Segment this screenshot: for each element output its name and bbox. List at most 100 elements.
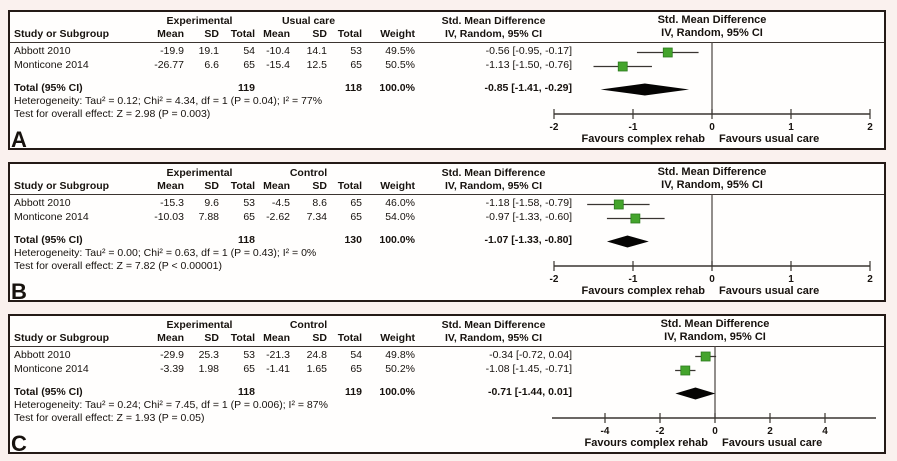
forest-panel-b: Experimental Control Std. Mean Differenc… [8, 162, 886, 303]
total-row: Total (95% CI) 118 119 100.0% -0.71 [-1.… [14, 385, 574, 399]
forest-panel-a: Experimental Usual care Std. Mean Differ… [8, 10, 886, 152]
col-header-ctl-mean: Mean [263, 332, 290, 344]
study-name: Abbott 2010 [14, 44, 71, 57]
study-name: Monticone 2014 [14, 362, 89, 375]
overall-effect-text: Test for overall effect: Z = 2.98 (P = 0… [14, 108, 211, 120]
total-ci-text: -0.85 [-1.41, -0.29] [484, 81, 572, 94]
ctl-total: 65 [350, 362, 362, 375]
col-header-weight: Weight [380, 180, 415, 192]
axis-tick-label: -4 [601, 426, 610, 437]
col-header-ctl-total: Total [337, 180, 362, 192]
axis-tick-label: -2 [656, 426, 665, 437]
forest-plot-graphic: -2 -1 0 1 2 Favours complex rehab Favours usua… [550, 194, 873, 297]
plot-header-line1: Std. Mean Difference [660, 318, 770, 330]
exp-total: 54 [243, 44, 255, 57]
total-ci-text: -0.71 [-1.44, 0.01] [487, 385, 572, 398]
axis-tick-label: -2 [550, 122, 559, 133]
effect-marker [662, 47, 673, 58]
overall-effect-text: Test for overall effect: Z = 7.82 (P < 0… [14, 260, 222, 272]
group-header-row: Experimental Control Std. Mean Differenc… [14, 167, 574, 180]
exp-total: 65 [243, 58, 255, 71]
axis-tick-label: -2 [550, 274, 559, 285]
col-header-exp-mean: Mean [157, 332, 184, 344]
study-row: Monticone 2014 -26.77 6.6 65 -15.4 12.5 … [14, 58, 574, 72]
group-header-experimental: Experimental [166, 167, 233, 179]
study-ci-text: -1.13 [-1.50, -0.76] [485, 58, 572, 71]
col-header-exp-sd: SD [204, 332, 219, 344]
exp-sd: 25.3 [198, 348, 219, 361]
group-header-comparator: Usual care [281, 15, 336, 27]
panel-letter: A [11, 127, 27, 152]
study-row: Abbott 2010 -29.9 25.3 53 -21.3 24.8 54 … [14, 348, 574, 362]
col-header-weight: Weight [380, 28, 415, 40]
ctl-sd: 12.5 [306, 58, 327, 71]
study-ci-text: -0.34 [-0.72, 0.04] [489, 348, 572, 361]
ctl-total: 65 [350, 58, 362, 71]
group-header-experimental: Experimental [166, 319, 233, 331]
study-ci-text: -0.56 [-0.95, -0.17] [485, 44, 572, 57]
total-ci-text: -1.07 [-1.33, -0.80] [484, 233, 572, 246]
ctl-mean: -2.62 [266, 210, 290, 223]
group-header-comparator: Control [289, 319, 328, 331]
header-separator-line [10, 194, 884, 195]
heterogeneity-text: Heterogeneity: Tau² = 0.00; Chi² = 0.63,… [14, 247, 317, 259]
exp-mean: -26.77 [154, 58, 184, 71]
total-exp-total: 118 [238, 385, 255, 398]
col-header-study: Study or Subgroup [14, 28, 110, 40]
plot-column-header: Std. Mean Difference IV, Random, 95% CI [661, 318, 770, 344]
heterogeneity-text: Heterogeneity: Tau² = 0.12; Chi² = 4.34,… [14, 95, 323, 107]
plot-header-line2: IV, Random, 95% CI [661, 27, 763, 39]
ctl-sd: 1.65 [306, 362, 327, 375]
axis-tick-label: -1 [629, 122, 638, 133]
col-header-exp-total: Total [230, 332, 255, 344]
plot-header-line1: Std. Mean Difference [657, 14, 767, 26]
plot-column-header: Std. Mean Difference IV, Random, 95% CI [658, 166, 767, 192]
favours-right-label: Favours usual care [719, 133, 819, 145]
group-header-smd: Std. Mean Difference [441, 319, 546, 331]
exp-sd: 6.6 [204, 58, 219, 71]
forest-panel-c: Experimental Control Std. Mean Differenc… [8, 314, 886, 455]
forest-plot-graphic: -4 -2 0 2 4 Favours complex rehab Favours usua… [552, 346, 876, 449]
exp-sd: 9.6 [204, 196, 219, 209]
total-exp-total: 118 [238, 233, 255, 246]
col-header-ci: IV, Random, 95% CI [444, 332, 543, 344]
study-weight: 50.2% [385, 362, 415, 375]
study-weight: 54.0% [385, 210, 415, 223]
exp-sd: 7.88 [198, 210, 219, 223]
effect-marker [700, 351, 711, 362]
study-weight: 50.5% [385, 58, 415, 71]
ctl-sd: 24.8 [306, 348, 327, 361]
col-header-study: Study or Subgroup [14, 180, 110, 192]
total-ctl-total: 118 [345, 81, 362, 94]
pooled-diamond [600, 83, 690, 96]
axis-tick-label: 2 [767, 426, 773, 437]
favours-left-label: Favours complex rehab [585, 437, 709, 449]
forest-plot-graphic: -2 -1 0 1 2 Favours complex rehab Favours usua… [550, 42, 873, 145]
group-header-comparator: Control [289, 167, 328, 179]
ctl-mean: -10.4 [266, 44, 290, 57]
header-separator-line [10, 42, 884, 43]
plot-header-line1: Std. Mean Difference [657, 166, 767, 178]
total-label: Total (95% CI) [14, 81, 83, 94]
total-exp-total: 119 [238, 81, 255, 94]
overall-effect-text: Test for overall effect: Z = 1.93 (P = 0… [14, 412, 205, 424]
study-name: Monticone 2014 [14, 210, 89, 223]
group-header-experimental: Experimental [166, 15, 233, 27]
exp-sd: 1.98 [198, 362, 219, 375]
axis-tick-label: 4 [822, 426, 828, 437]
axis-tick-label: 2 [867, 122, 873, 133]
group-header-smd: Std. Mean Difference [441, 15, 546, 27]
favours-left-label: Favours complex rehab [582, 133, 706, 145]
ctl-sd: 8.6 [312, 196, 327, 209]
col-header-exp-mean: Mean [157, 180, 184, 192]
column-header-row: Study or Subgroup Mean SD Total Mean SD … [14, 180, 574, 193]
exp-mean: -3.39 [160, 362, 184, 375]
total-weight: 100.0% [379, 81, 415, 94]
col-header-ci: IV, Random, 95% CI [444, 28, 543, 40]
ctl-mean: -1.41 [266, 362, 290, 375]
effect-marker [613, 199, 624, 210]
axis-tick-label: 0 [709, 122, 715, 133]
exp-total: 53 [243, 196, 255, 209]
group-header-row: Experimental Control Std. Mean Differenc… [14, 319, 574, 332]
col-header-exp-total: Total [230, 28, 255, 40]
